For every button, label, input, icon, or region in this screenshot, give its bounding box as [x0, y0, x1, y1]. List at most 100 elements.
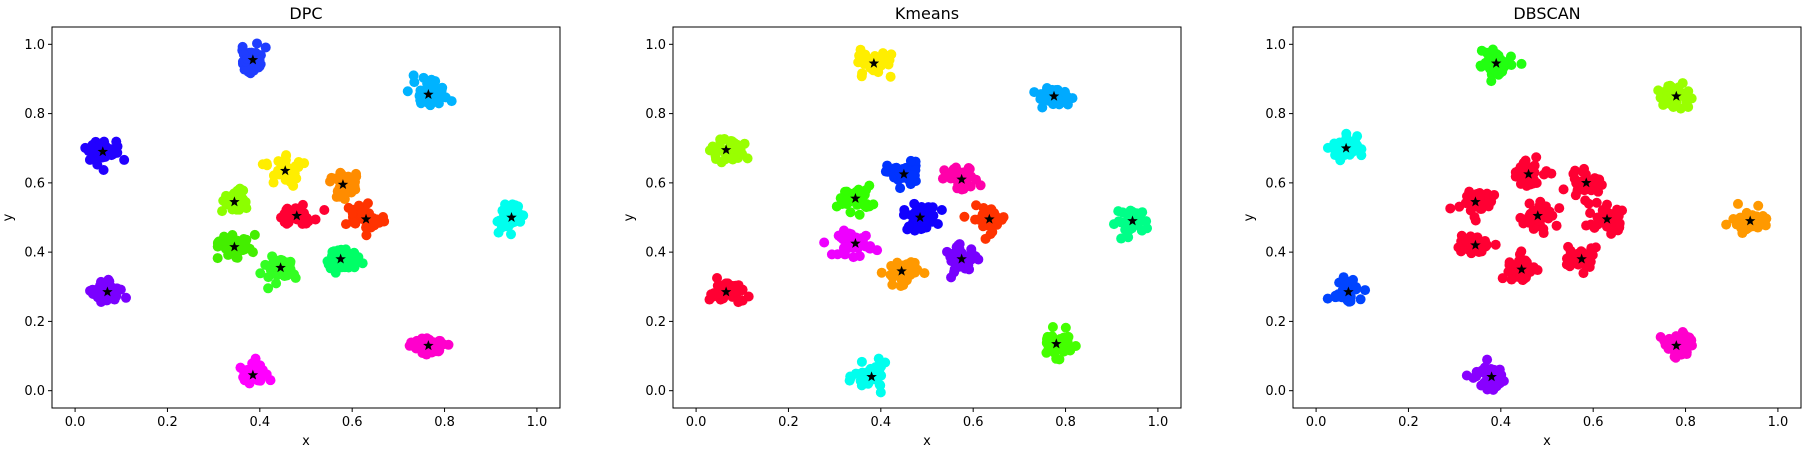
center-star	[1516, 263, 1527, 274]
center-star	[247, 369, 259, 380]
data-point	[1591, 197, 1602, 208]
data-point	[727, 136, 738, 147]
data-point	[438, 339, 449, 350]
cluster-centers	[1340, 57, 1756, 382]
cluster-11	[1497, 246, 1543, 286]
center-star	[275, 262, 286, 273]
data-point	[1360, 285, 1371, 296]
data-point	[357, 208, 368, 219]
data-point	[715, 137, 726, 148]
data-point	[715, 280, 726, 291]
data-point	[1331, 141, 1342, 152]
data-point	[347, 208, 358, 219]
y-axis-label: y	[1, 213, 16, 221]
data-point	[905, 269, 916, 280]
center-star	[423, 89, 434, 99]
center-star	[291, 210, 302, 221]
cluster-13	[704, 272, 754, 308]
data-point	[743, 291, 754, 302]
data-point	[902, 259, 913, 270]
data-point	[361, 230, 372, 241]
data-point	[1322, 142, 1333, 153]
data-point	[288, 269, 299, 280]
center-star	[720, 286, 732, 297]
data-point	[423, 81, 434, 92]
data-point	[1486, 76, 1497, 87]
data-point	[1753, 200, 1764, 211]
data-point	[946, 272, 957, 283]
data-point	[331, 191, 342, 202]
x-ticks: 0.0 0.2 0.4 0.6 0.8 1.0	[686, 408, 1168, 430]
data-point	[120, 292, 131, 303]
data-point	[956, 184, 967, 195]
data-point	[856, 233, 867, 244]
y-tick-label: 0.8	[645, 107, 666, 122]
x-tick-label: 0.2	[778, 415, 799, 430]
data-point	[1524, 198, 1535, 209]
data-point	[986, 204, 997, 215]
x-tick-label: 1.0	[1768, 415, 1789, 430]
data-point	[1473, 246, 1484, 257]
center-star	[229, 241, 240, 252]
cluster-15	[235, 353, 276, 389]
data-point	[1605, 220, 1616, 231]
data-point	[340, 188, 351, 199]
x-axis-label: x	[1543, 434, 1551, 449]
center-star	[1532, 210, 1543, 221]
data-point	[873, 353, 884, 364]
data-point	[1469, 211, 1480, 222]
data-point	[1531, 152, 1542, 163]
y-tick-label: 0.0	[645, 384, 666, 399]
data-point	[1116, 233, 1127, 244]
cluster-3	[1322, 128, 1367, 166]
data-point	[319, 204, 330, 215]
data-point	[1611, 209, 1622, 220]
y-tick-label: 1.0	[645, 38, 666, 53]
axes-frame	[51, 26, 561, 409]
data-point	[357, 258, 368, 269]
data-point	[446, 96, 457, 107]
center-star	[1340, 142, 1352, 153]
data-point	[408, 70, 419, 81]
data-point	[1596, 179, 1607, 190]
data-point	[1515, 212, 1526, 223]
data-point	[430, 76, 441, 87]
data-point	[845, 371, 856, 382]
data-point	[1739, 224, 1750, 235]
center-star	[1486, 371, 1497, 382]
cluster-6	[1445, 186, 1500, 226]
data-point	[1520, 159, 1531, 170]
center-star	[1671, 340, 1682, 351]
data-point	[884, 54, 895, 65]
y-tick-label: 0.8	[1265, 107, 1286, 122]
data-point	[260, 42, 271, 53]
data-point	[1732, 198, 1743, 209]
center-star	[229, 196, 240, 207]
y-tick-label: 0.6	[24, 176, 45, 191]
data-point	[1065, 345, 1076, 356]
data-point	[417, 345, 428, 356]
data-point	[1345, 296, 1356, 307]
data-point	[349, 247, 360, 258]
data-point	[1541, 166, 1552, 177]
y-axis-label: y	[622, 213, 637, 221]
data-point	[868, 199, 879, 210]
data-point	[1653, 85, 1664, 96]
cluster-7	[1515, 196, 1565, 239]
center-star	[956, 173, 967, 184]
y-ticks: 0.0 0.2 0.4 0.6 0.8 1.0	[645, 38, 673, 399]
data-point	[854, 209, 865, 220]
center-star	[1127, 215, 1138, 226]
data-point	[1554, 203, 1565, 214]
data-point	[965, 181, 976, 192]
data-point	[1602, 199, 1613, 210]
data-point	[273, 268, 284, 279]
chart-title: DPC	[289, 4, 322, 23]
x-tick-label: 0.0	[1306, 415, 1327, 430]
data-point	[343, 262, 354, 273]
center-star	[720, 144, 732, 155]
data-point	[258, 370, 269, 381]
data-point	[895, 183, 906, 194]
data-point	[238, 194, 249, 205]
data-point	[964, 164, 975, 175]
